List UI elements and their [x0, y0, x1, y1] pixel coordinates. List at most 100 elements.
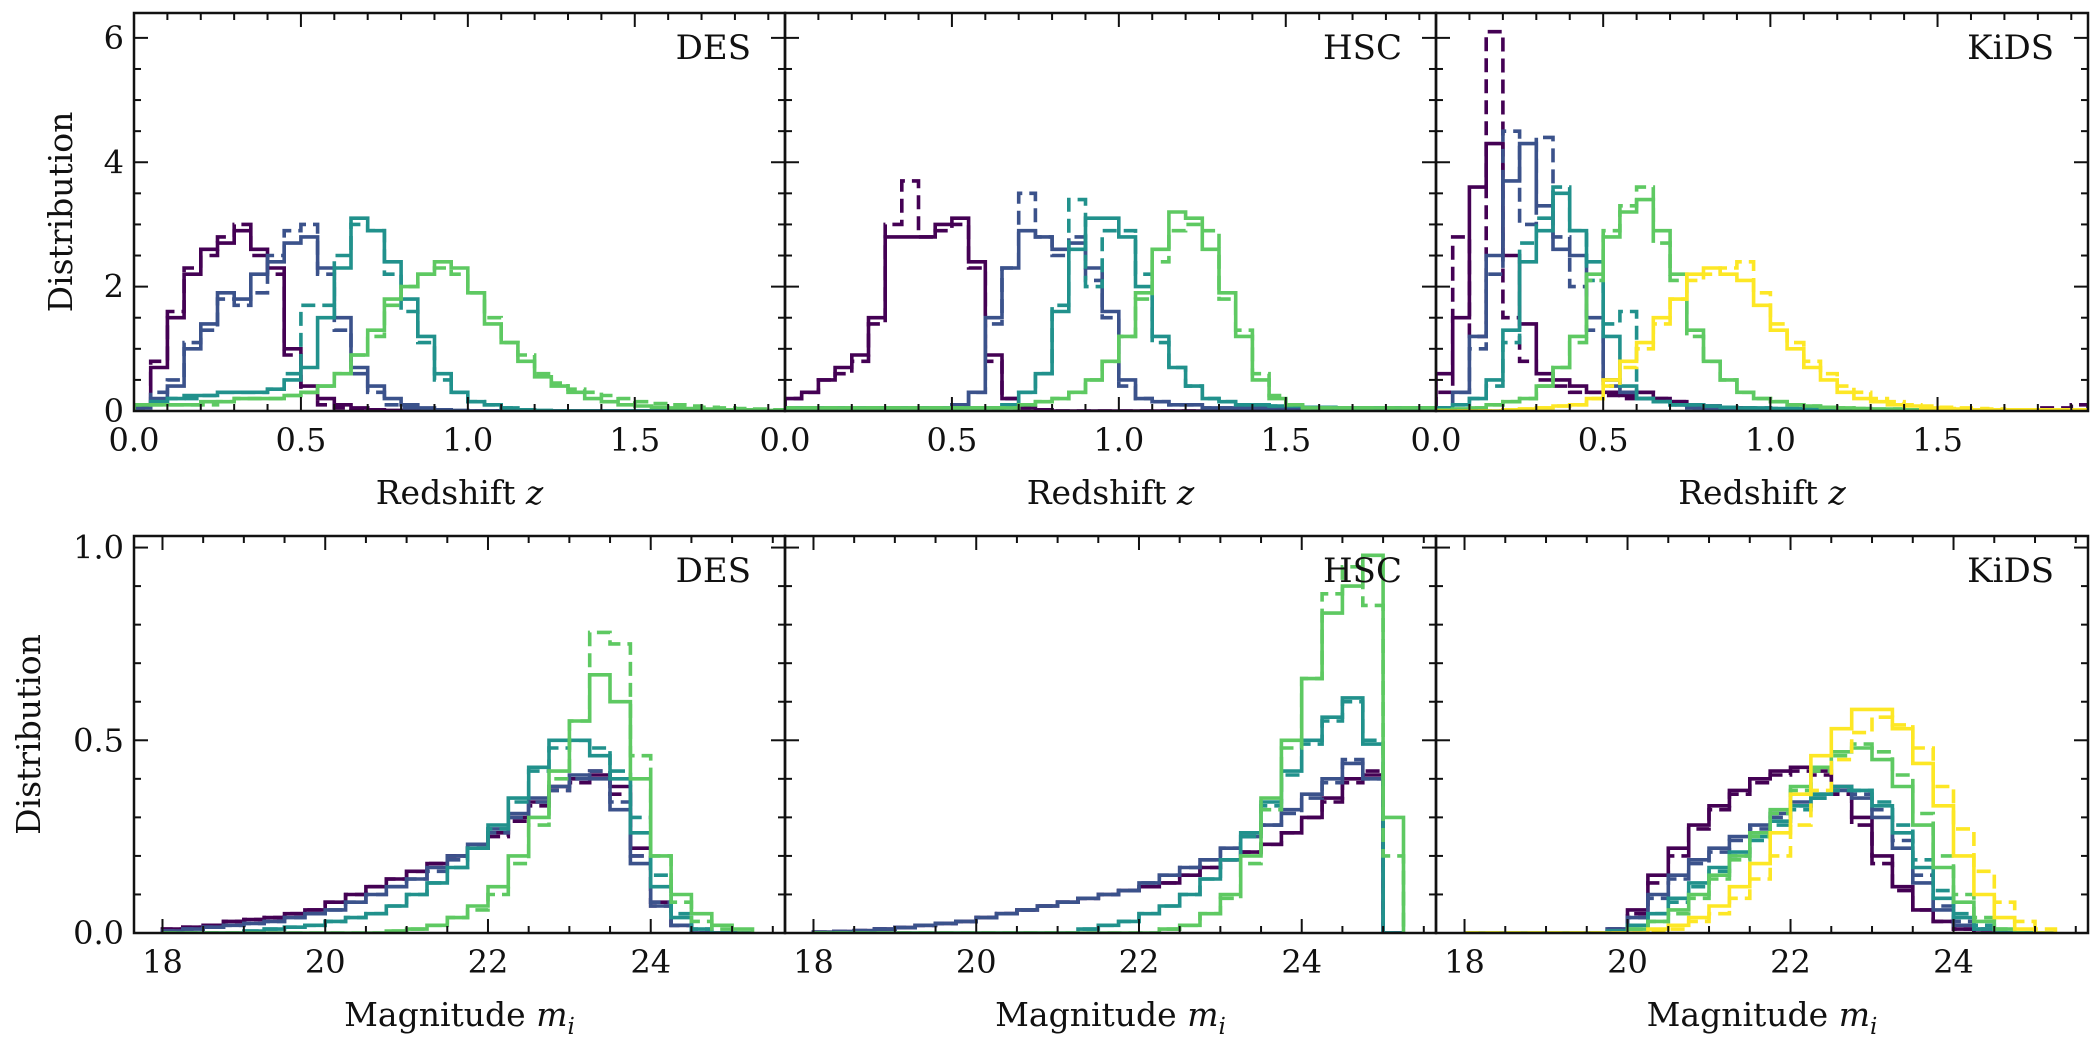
- y-tick-label: 2: [104, 268, 124, 306]
- x-tick-label: 18: [1444, 943, 1485, 981]
- x-axis-title: Magnitude mi: [344, 995, 575, 1040]
- axes-frame: [1434, 534, 2090, 935]
- series-dashed-6: [813, 699, 1404, 933]
- x-tick-label: 18: [142, 943, 183, 981]
- series-dashed-4: [811, 757, 1404, 933]
- x-tick-label: 1.0: [1093, 421, 1144, 459]
- x-tick-label: 0.0: [109, 421, 160, 459]
- series-dashed-6: [1436, 185, 2088, 411]
- series-dashed-4: [1436, 129, 2088, 411]
- x-tick-label: 0.5: [275, 421, 326, 459]
- axes-frame: [132, 11, 787, 413]
- y-tick-label: 0.5: [73, 721, 124, 759]
- panel-title: KiDS: [1967, 28, 2054, 68]
- series-solid-7: [813, 553, 1406, 933]
- series-solid-3: [1436, 141, 2088, 411]
- x-tick-label: 22: [1119, 943, 1160, 981]
- series-solid-1: [1436, 141, 2088, 411]
- x-tick-label: 24: [1281, 943, 1322, 981]
- panel-des-redshift: 0.0 0.5 1.0 1.5 0 2 4 6 Redshift z Distribution DE…: [41, 11, 787, 512]
- series-solid-7: [162, 673, 755, 933]
- series-dashed-8: [785, 222, 1436, 411]
- series-solid-5: [785, 216, 1436, 411]
- x-tick-label: 24: [1933, 943, 1974, 981]
- x-tick-label: 1.5: [1260, 421, 1311, 459]
- y-tick-label: 1.0: [73, 529, 124, 567]
- series-dashed-8: [813, 565, 1406, 933]
- y-axis-title: Distribution: [9, 634, 48, 835]
- series-dashed-8: [134, 266, 785, 411]
- series-dashed-2: [1464, 769, 2056, 933]
- series-solid-5: [162, 738, 753, 933]
- x-tick-label: 0.0: [1411, 421, 1462, 459]
- x-tick-label: 22: [1770, 943, 1811, 981]
- x-tick-label: 1.0: [442, 421, 493, 459]
- panel-title: HSC: [1323, 28, 1402, 68]
- x-axis-title: Magnitude mi: [1647, 995, 1878, 1040]
- series-solid-3: [134, 235, 785, 411]
- x-tick-label: 1.5: [609, 421, 660, 459]
- x-tick-label: 1.5: [1912, 421, 1963, 459]
- panel-hsc-magnitude: 18 20 22 24 Magnitude mi HSC: [783, 534, 1438, 1040]
- series-solid-9: [1464, 707, 2056, 933]
- series-dashed-8: [162, 630, 753, 933]
- x-axis-title: Redshift z: [1678, 473, 1846, 512]
- series-dashed-6: [134, 222, 785, 411]
- series-solid-5: [1464, 784, 2056, 933]
- x-tick-label: 1.0: [1745, 421, 1796, 459]
- series-solid-3: [811, 761, 1404, 933]
- series-solid-3: [785, 228, 1436, 411]
- x-tick-label: 0.0: [760, 421, 811, 459]
- x-axis-title: Redshift z: [1027, 473, 1195, 512]
- series-dashed-2: [1436, 29, 2088, 411]
- y-tick-label: 0.0: [73, 914, 124, 952]
- panel-title: KiDS: [1967, 551, 2054, 591]
- series-solid-5: [134, 216, 785, 411]
- x-tick-label: 18: [793, 943, 834, 981]
- series-solid-1: [160, 773, 753, 933]
- y-tick-label: 4: [104, 143, 124, 181]
- series-dashed-6: [1464, 788, 2056, 933]
- panel-hsc-redshift: 0.0 0.5 1.0 1.5 Redshift z HSC: [760, 11, 1438, 512]
- series-dashed-8: [1464, 742, 2056, 933]
- series-solid-5: [813, 696, 1404, 933]
- series-dashed-2: [785, 179, 1436, 411]
- panel-title: HSC: [1323, 551, 1402, 591]
- x-tick-label: 0.5: [926, 421, 977, 459]
- series-dashed-6: [785, 197, 1436, 411]
- y-tick-label: 6: [104, 19, 124, 57]
- series-solid-3: [160, 773, 753, 933]
- series-dashed-4: [160, 769, 753, 933]
- axes-frame: [1434, 11, 2090, 413]
- series-solid-7: [134, 260, 785, 411]
- series-dashed-10: [1464, 715, 2058, 933]
- axes-frame: [783, 11, 1438, 413]
- x-tick-label: 24: [630, 943, 671, 981]
- series-dashed-4: [134, 222, 785, 411]
- panel-des-magnitude: 18 20 22 24 0.0 0.5 1.0 Magnitude mi Distributio…: [9, 529, 787, 1040]
- y-axis-title: Distribution: [41, 112, 80, 313]
- series-dashed-8: [1436, 185, 2088, 411]
- series-dashed-2: [160, 769, 753, 933]
- series-solid-3: [1464, 788, 2056, 933]
- axes-frame: [132, 534, 787, 935]
- series-dashed-4: [1464, 788, 2056, 933]
- panel-title: DES: [676, 28, 751, 68]
- series-solid-1: [785, 216, 1436, 411]
- x-tick-label: 22: [468, 943, 509, 981]
- y-tick-label: 0: [104, 392, 124, 430]
- panel-kids-redshift: 0.0 0.5 1.0 1.5 Redshift z KiDS: [1411, 11, 2090, 512]
- x-tick-label: 20: [305, 943, 346, 981]
- x-axis-title: Magnitude mi: [995, 995, 1226, 1040]
- series-solid-9: [1436, 266, 2088, 411]
- x-tick-label: 20: [1607, 943, 1648, 981]
- series-dashed-6: [162, 738, 753, 933]
- x-tick-label: 20: [956, 943, 997, 981]
- series-solid-1: [134, 228, 785, 411]
- panel-kids-magnitude: 18 20 22 24 Magnitude mi KiDS: [1434, 534, 2090, 1040]
- x-axis-title: Redshift z: [376, 473, 544, 512]
- series-dashed-2: [134, 222, 785, 411]
- x-tick-label: 0.5: [1578, 421, 1629, 459]
- panel-title: DES: [676, 551, 751, 591]
